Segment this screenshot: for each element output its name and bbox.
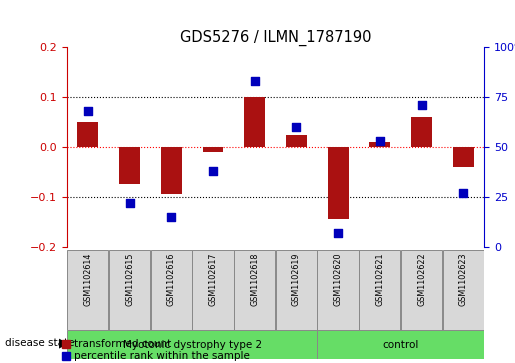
Title: GDS5276 / ILMN_1787190: GDS5276 / ILMN_1787190 [180, 30, 371, 46]
Bar [401, 250, 442, 330]
Bar [161, 147, 182, 195]
Bar [453, 147, 474, 167]
Point [375, 138, 384, 144]
Bar [286, 135, 307, 147]
Bar [317, 330, 484, 359]
Bar [67, 330, 317, 359]
Text: GSM1102621: GSM1102621 [375, 253, 384, 306]
Bar [359, 250, 401, 330]
Bar [77, 122, 98, 147]
Bar [411, 117, 432, 147]
Point [209, 168, 217, 174]
Point [417, 102, 425, 108]
Bar [328, 147, 349, 219]
Text: ▶: ▶ [59, 337, 69, 350]
Text: GSM1102618: GSM1102618 [250, 253, 259, 306]
Point [293, 124, 301, 130]
Legend: transformed count, percentile rank within the sample: transformed count, percentile rank withi… [62, 339, 250, 362]
Point [334, 230, 342, 236]
Point [459, 190, 468, 196]
Bar [109, 250, 150, 330]
Point [83, 108, 92, 114]
Text: Myotonic dystrophy type 2: Myotonic dystrophy type 2 [123, 340, 262, 350]
Bar [119, 147, 140, 184]
Bar [276, 250, 317, 330]
Text: control: control [383, 340, 419, 350]
Bar [67, 250, 109, 330]
Bar [369, 142, 390, 147]
Text: GSM1102620: GSM1102620 [334, 253, 342, 306]
Bar [234, 250, 276, 330]
Text: GSM1102615: GSM1102615 [125, 253, 134, 306]
Text: GSM1102616: GSM1102616 [167, 253, 176, 306]
Text: disease state: disease state [5, 338, 75, 348]
Point [167, 214, 175, 220]
Point [126, 200, 134, 206]
Text: GSM1102622: GSM1102622 [417, 253, 426, 306]
Bar [150, 250, 192, 330]
Bar [202, 147, 224, 152]
Bar [442, 250, 484, 330]
Bar [317, 250, 359, 330]
Bar [192, 250, 234, 330]
Point [250, 78, 259, 84]
Text: GSM1102619: GSM1102619 [292, 253, 301, 306]
Text: GSM1102614: GSM1102614 [83, 253, 92, 306]
Text: GSM1102623: GSM1102623 [459, 253, 468, 306]
Text: GSM1102617: GSM1102617 [209, 253, 217, 306]
Bar [244, 97, 265, 147]
